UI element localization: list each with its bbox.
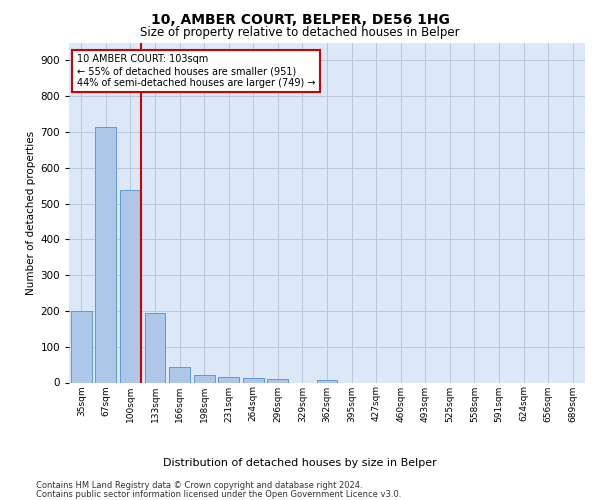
Bar [169, 368, 190, 382]
Bar [317, 380, 337, 382]
Y-axis label: Number of detached properties: Number of detached properties [26, 130, 36, 294]
Text: Size of property relative to detached houses in Belper: Size of property relative to detached ho… [140, 26, 460, 39]
Bar [268, 379, 289, 382]
Bar [71, 311, 92, 382]
Bar [145, 314, 166, 382]
Text: Contains public sector information licensed under the Open Government Licence v3: Contains public sector information licen… [36, 490, 401, 499]
Bar [243, 378, 264, 382]
Text: Contains HM Land Registry data © Crown copyright and database right 2024.: Contains HM Land Registry data © Crown c… [36, 481, 362, 490]
Bar [95, 127, 116, 382]
Text: 10, AMBER COURT, BELPER, DE56 1HG: 10, AMBER COURT, BELPER, DE56 1HG [151, 12, 449, 26]
Bar [194, 376, 215, 382]
Text: 10 AMBER COURT: 103sqm
← 55% of detached houses are smaller (951)
44% of semi-de: 10 AMBER COURT: 103sqm ← 55% of detached… [77, 54, 315, 88]
Bar [120, 190, 141, 382]
Text: Distribution of detached houses by size in Belper: Distribution of detached houses by size … [163, 458, 437, 468]
Bar [218, 377, 239, 382]
